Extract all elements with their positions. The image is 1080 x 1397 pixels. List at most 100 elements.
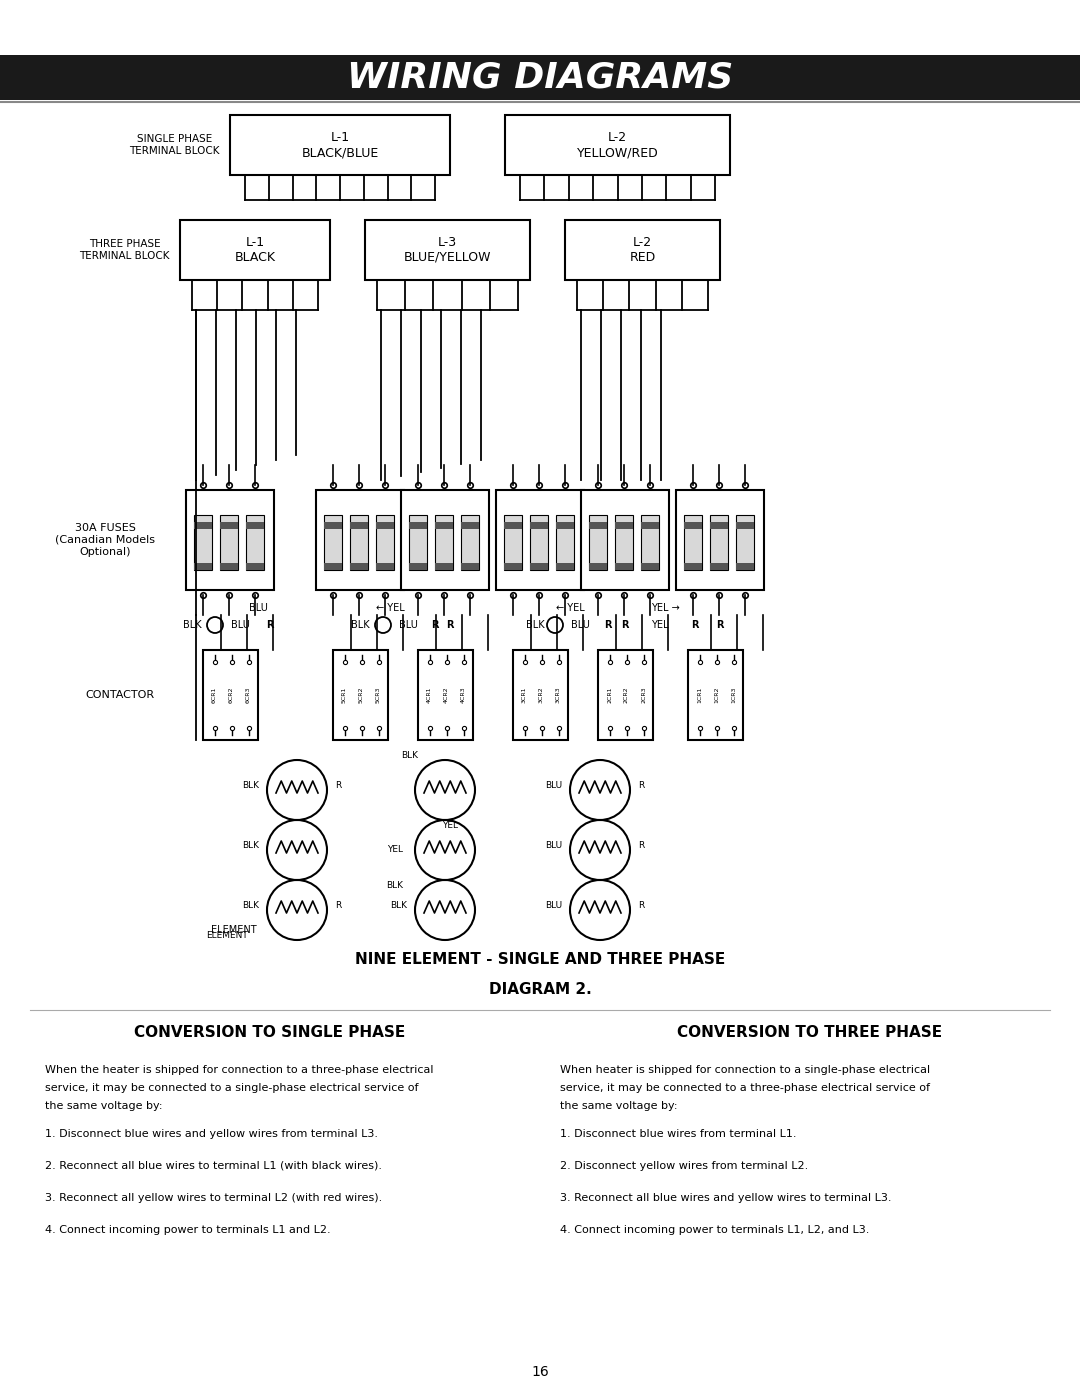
- Text: CONVERSION TO SINGLE PHASE: CONVERSION TO SINGLE PHASE: [134, 1025, 406, 1039]
- Bar: [324, 522, 342, 528]
- Bar: [710, 522, 728, 528]
- Bar: [230, 115, 450, 175]
- Text: service, it may be connected to a single-phase electrical service of: service, it may be connected to a single…: [45, 1083, 419, 1092]
- Bar: [350, 515, 368, 570]
- Text: BLU: BLU: [230, 620, 249, 630]
- Bar: [461, 515, 480, 570]
- Text: 3CR3: 3CR3: [556, 687, 561, 703]
- Text: 3. Reconnect all yellow wires to terminal L2 (with red wires).: 3. Reconnect all yellow wires to termina…: [45, 1193, 382, 1203]
- Bar: [316, 490, 404, 590]
- Bar: [409, 515, 427, 570]
- Text: BLK: BLK: [183, 620, 201, 630]
- Bar: [376, 522, 394, 528]
- Text: R: R: [431, 620, 438, 630]
- Text: BLU: BLU: [399, 620, 418, 630]
- Text: 2CR2: 2CR2: [624, 687, 629, 703]
- Text: the same voltage by:: the same voltage by:: [561, 1101, 677, 1111]
- Bar: [401, 490, 489, 590]
- Bar: [513, 650, 567, 740]
- Text: R: R: [335, 901, 341, 909]
- Bar: [376, 563, 394, 570]
- Text: THREE PHASE
TERMINAL BLOCK: THREE PHASE TERMINAL BLOCK: [80, 239, 170, 261]
- Bar: [418, 650, 473, 740]
- Bar: [684, 515, 702, 570]
- Text: L-1
BLACK: L-1 BLACK: [234, 236, 275, 264]
- Text: 5CR3: 5CR3: [376, 687, 381, 703]
- Text: 4CR3: 4CR3: [461, 687, 465, 703]
- Bar: [589, 515, 607, 570]
- Bar: [710, 563, 728, 570]
- Text: YEL →: YEL →: [650, 604, 679, 613]
- Bar: [435, 515, 453, 570]
- Bar: [735, 522, 754, 528]
- Bar: [365, 219, 530, 279]
- Text: 4CR1: 4CR1: [427, 687, 432, 703]
- Bar: [589, 522, 607, 528]
- Bar: [0, 54, 1080, 101]
- Text: BLK: BLK: [526, 620, 544, 630]
- Text: ← YEL: ← YEL: [376, 604, 404, 613]
- Text: 4. Connect incoming power to terminals L1, L2, and L3.: 4. Connect incoming power to terminals L…: [561, 1225, 869, 1235]
- Bar: [324, 563, 342, 570]
- Bar: [324, 515, 342, 570]
- Bar: [435, 522, 453, 528]
- Bar: [504, 515, 522, 570]
- Bar: [556, 515, 573, 570]
- Bar: [684, 563, 702, 570]
- Bar: [615, 563, 633, 570]
- Bar: [203, 650, 257, 740]
- Text: YEL: YEL: [387, 845, 403, 855]
- Bar: [688, 650, 743, 740]
- Text: 2. Reconnect all blue wires to terminal L1 (with black wires).: 2. Reconnect all blue wires to terminal …: [45, 1161, 382, 1171]
- Bar: [597, 650, 652, 740]
- Text: 1. Disconnect blue wires and yellow wires from terminal L3.: 1. Disconnect blue wires and yellow wire…: [45, 1129, 378, 1139]
- Text: 16: 16: [531, 1365, 549, 1379]
- Bar: [530, 563, 548, 570]
- Text: BLK: BLK: [390, 901, 407, 909]
- Bar: [676, 490, 764, 590]
- Text: 5CR2: 5CR2: [359, 687, 364, 703]
- Bar: [180, 219, 330, 279]
- Bar: [642, 515, 659, 570]
- Text: BLK: BLK: [351, 620, 369, 630]
- Text: BLU: BLU: [545, 841, 562, 849]
- Bar: [350, 563, 368, 570]
- Text: R: R: [621, 620, 629, 630]
- Text: BLU: BLU: [545, 781, 562, 789]
- Bar: [186, 490, 274, 590]
- Text: CONVERSION TO THREE PHASE: CONVERSION TO THREE PHASE: [677, 1025, 943, 1039]
- Text: BLU: BLU: [248, 604, 268, 613]
- Text: YEL: YEL: [651, 620, 669, 630]
- Bar: [735, 563, 754, 570]
- Text: 1CR2: 1CR2: [714, 687, 719, 703]
- Text: 1CR1: 1CR1: [697, 687, 702, 703]
- Bar: [246, 522, 264, 528]
- Text: L-2
RED: L-2 RED: [630, 236, 656, 264]
- Bar: [565, 219, 720, 279]
- Bar: [530, 522, 548, 528]
- Bar: [615, 522, 633, 528]
- Bar: [194, 522, 212, 528]
- Text: 4. Connect incoming power to terminals L1 and L2.: 4. Connect incoming power to terminals L…: [45, 1225, 330, 1235]
- Bar: [350, 522, 368, 528]
- Bar: [735, 515, 754, 570]
- Bar: [409, 563, 427, 570]
- Bar: [615, 515, 633, 570]
- Text: CONTACTOR: CONTACTOR: [86, 690, 156, 700]
- Text: 6CR1: 6CR1: [212, 687, 217, 703]
- Bar: [684, 522, 702, 528]
- Text: 30A FUSES
(Canadian Models
Optional): 30A FUSES (Canadian Models Optional): [55, 524, 156, 556]
- Text: R: R: [691, 620, 699, 630]
- Bar: [194, 563, 212, 570]
- Text: ← YEL: ← YEL: [555, 604, 584, 613]
- Text: 1CR3: 1CR3: [731, 687, 735, 703]
- Text: 6CR2: 6CR2: [229, 687, 234, 703]
- Text: 1. Disconnect blue wires from terminal L1.: 1. Disconnect blue wires from terminal L…: [561, 1129, 797, 1139]
- Text: L-3
BLUE/YELLOW: L-3 BLUE/YELLOW: [404, 236, 491, 264]
- Text: BLK: BLK: [242, 781, 259, 789]
- Text: 5CR1: 5CR1: [342, 687, 347, 703]
- Text: ELEMENT: ELEMENT: [206, 930, 248, 940]
- Bar: [333, 650, 388, 740]
- Text: BLK: BLK: [402, 750, 419, 760]
- Text: YEL: YEL: [442, 820, 458, 830]
